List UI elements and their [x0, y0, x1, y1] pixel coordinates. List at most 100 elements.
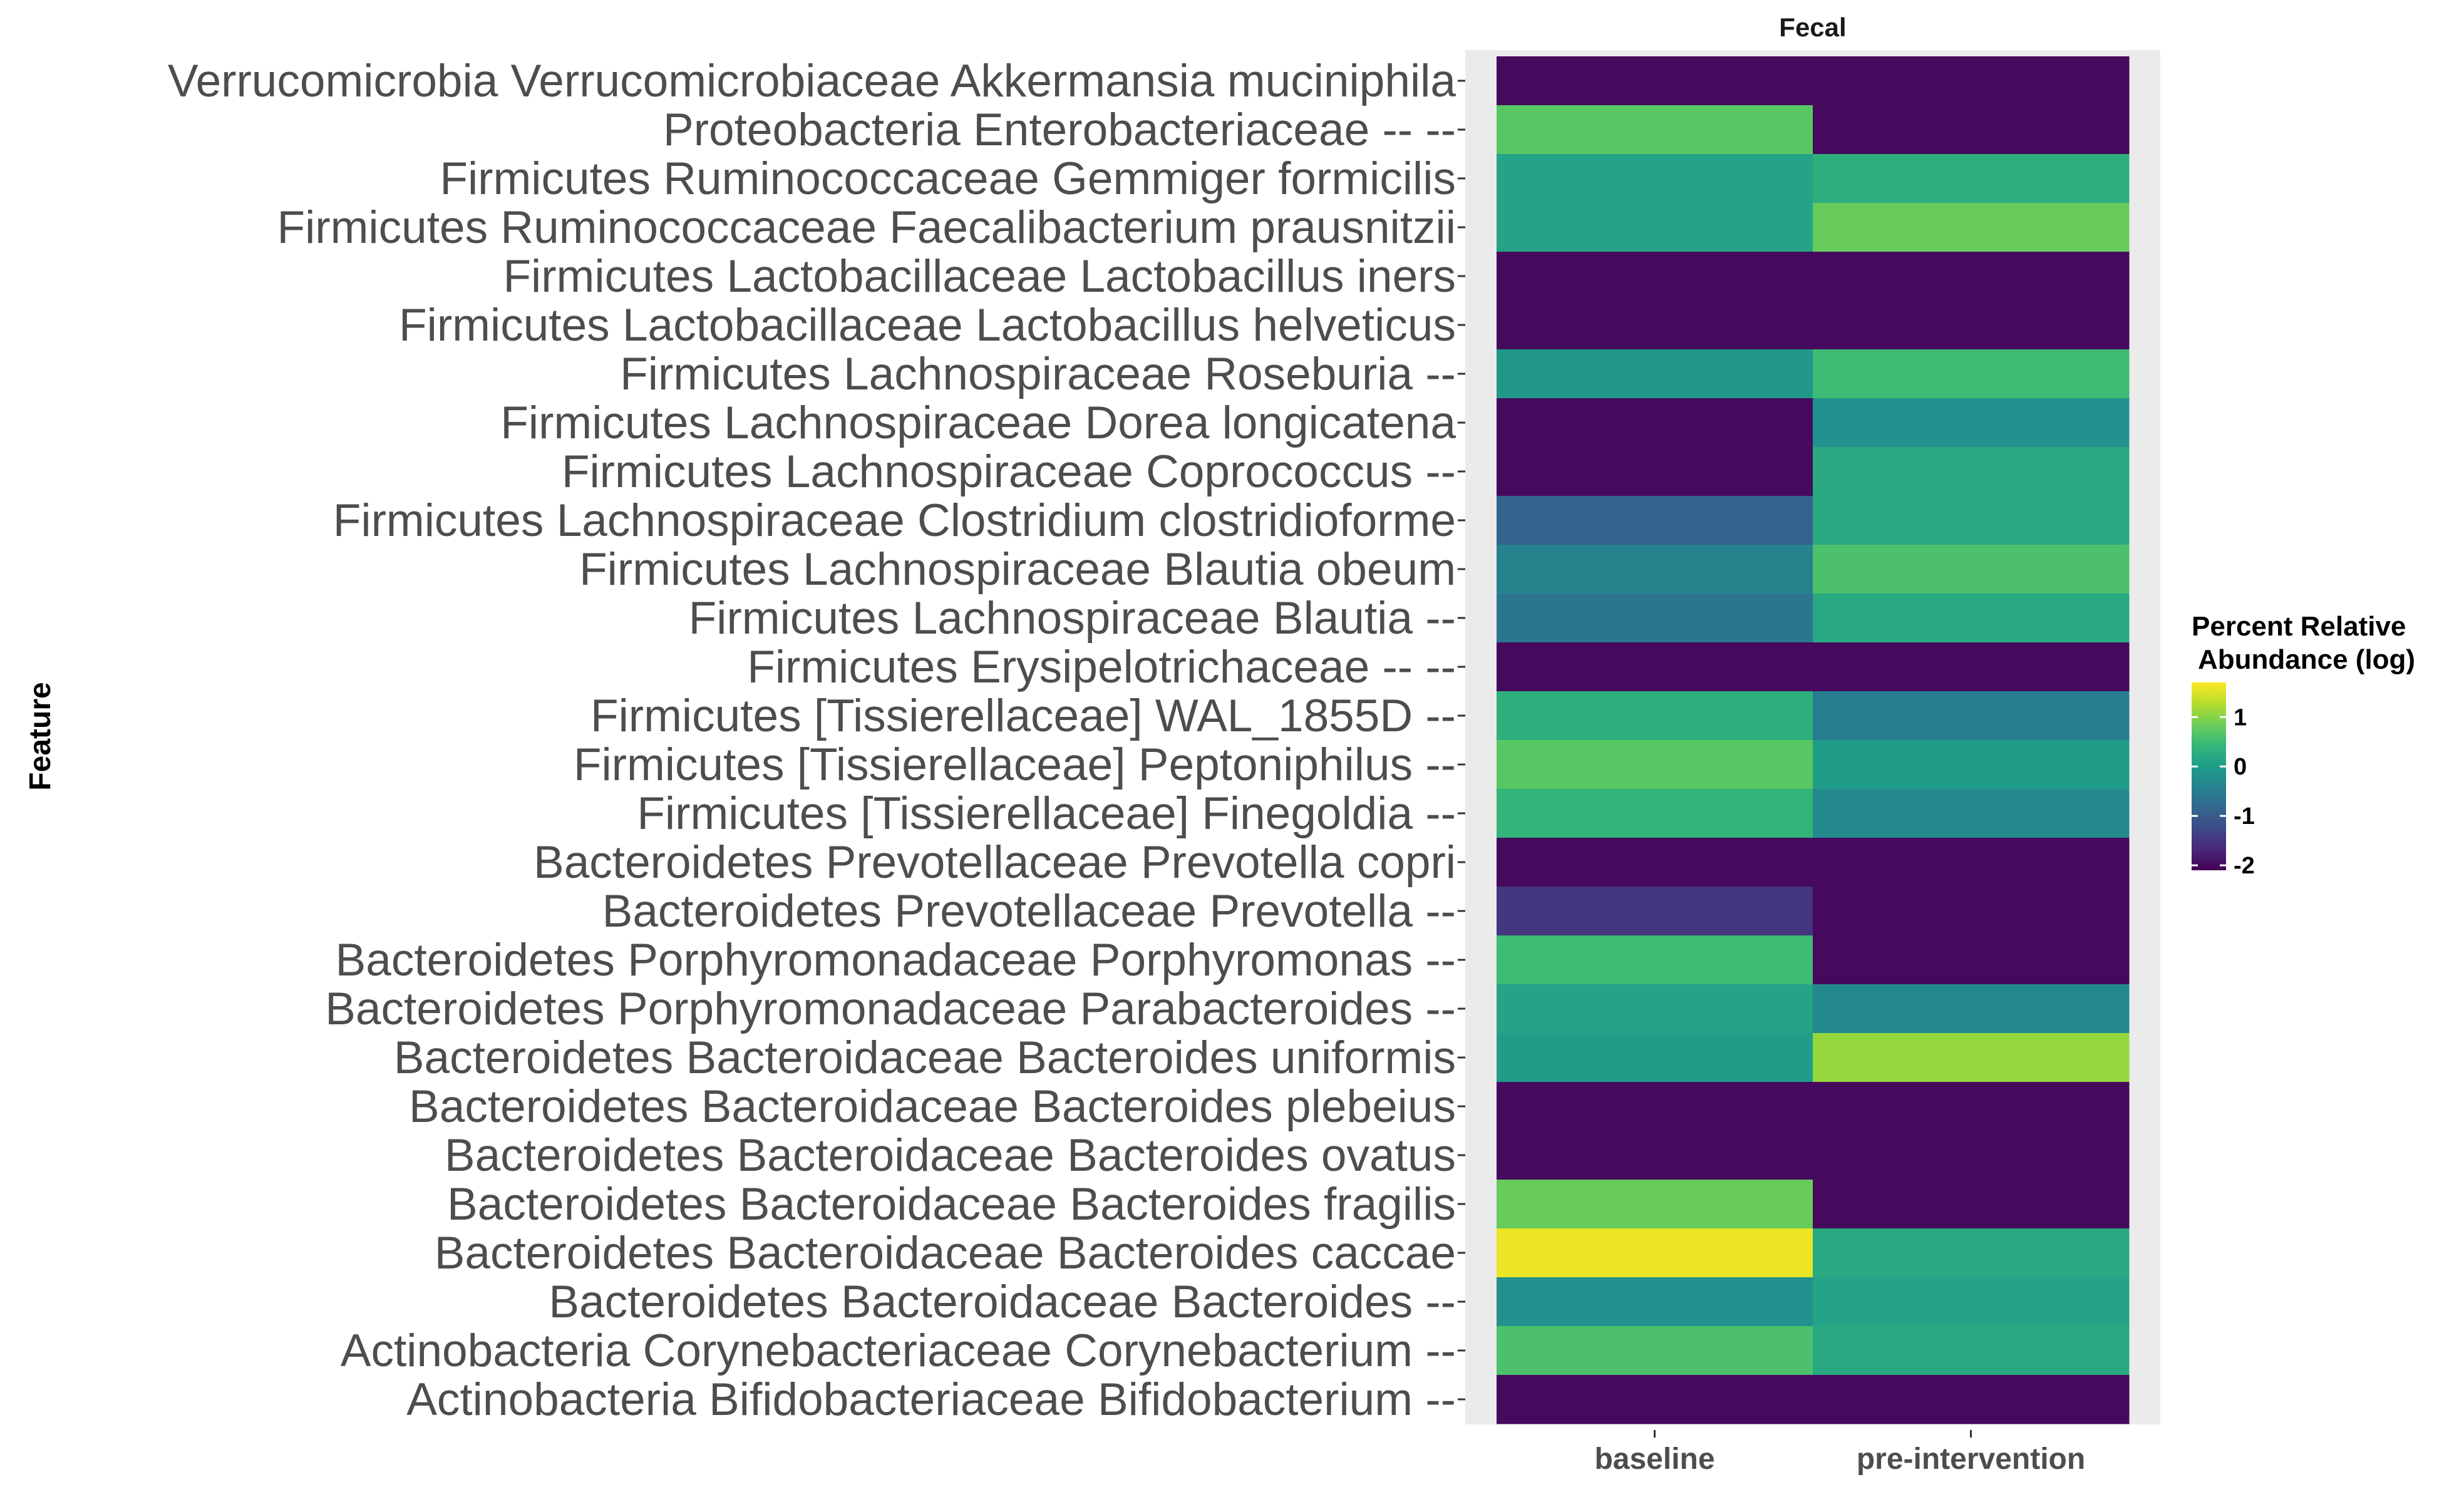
row-label: Bacteroidetes Porphyromonadaceae Porphyr… [336, 935, 1456, 985]
heatmap-cell [1813, 887, 2130, 936]
heatmap-cell [1813, 1180, 2130, 1229]
heatmap-cell [1813, 349, 2130, 399]
row-label: Firmicutes Lactobacillaceae Lactobacillu… [503, 251, 1456, 302]
heatmap-cell [1813, 691, 2130, 741]
heatmap-cell [1813, 740, 2130, 790]
row-label: Actinobacteria Bifidobacteriaceae Bifido… [406, 1374, 1456, 1425]
heatmap-cell [1497, 301, 1813, 350]
legend: Percent Relative Abundance (log) 1 0 -1 -2 [2192, 611, 2415, 879]
heatmap-cell [1497, 1033, 1813, 1083]
row-label: Firmicutes [Tissierellaceae] Peptoniphil… [574, 739, 1456, 790]
heatmap-cell [1497, 740, 1813, 790]
facet-strip-background [1465, 0, 2160, 50]
heatmap-cell [1497, 1082, 1813, 1131]
row-label: Firmicutes Lachnospiraceae Blautia -- [689, 593, 1456, 644]
heatmap-cell [1813, 789, 2130, 838]
heatmap-cell [1813, 935, 2130, 985]
heatmap-cell [1813, 1277, 2130, 1327]
heatmap-cell [1497, 838, 1813, 887]
legend-colorbar [2192, 682, 2226, 870]
legend-tick-label: 0 [2234, 754, 2247, 780]
heatmap-cell [1497, 545, 1813, 594]
row-label: Bacteroidetes Prevotellaceae Prevotella … [602, 886, 1456, 937]
row-label: Bacteroidetes Prevotellaceae Prevotella … [534, 837, 1456, 888]
heatmap-cell [1497, 447, 1813, 497]
legend-title-line2: Abundance (log) [2198, 644, 2415, 675]
heatmap-cell [1497, 935, 1813, 985]
heatmap-cell [1813, 984, 2130, 1034]
heatmap-cell [1813, 56, 2130, 106]
row-label: Firmicutes Lachnospiraceae Clostridium c… [333, 495, 1456, 546]
heatmap-cell [1813, 301, 2130, 350]
heatmap-cell [1497, 105, 1813, 155]
heatmap-cell [1813, 1326, 2130, 1376]
heatmap-cell [1497, 349, 1813, 399]
heatmap-cell [1813, 496, 2130, 545]
heatmap-cell [1497, 887, 1813, 936]
row-label: Bacteroidetes Bacteroidaceae Bacteroides… [445, 1130, 1456, 1181]
heatmap-cell [1497, 691, 1813, 741]
heatmap-cell [1813, 594, 2130, 643]
heatmap-cell [1813, 447, 2130, 497]
column-labels: baseline pre-intervention [1594, 1430, 2085, 1476]
heatmap-cell [1497, 398, 1813, 448]
heatmap-cell [1813, 1228, 2130, 1278]
row-label: Firmicutes Lactobacillaceae Lactobacillu… [399, 300, 1456, 351]
heatmap-cell [1497, 1375, 1813, 1424]
row-label: Verrucomicrobia Verrucomicrobiaceae Akke… [168, 56, 1456, 106]
legend-tick-label: -2 [2234, 853, 2255, 879]
row-label: Firmicutes Lachnospiraceae Dorea longica… [500, 398, 1456, 448]
heatmap-cell [1813, 1033, 2130, 1083]
row-labels: Verrucomicrobia Verrucomicrobiaceae Akke… [168, 56, 1465, 1425]
y-axis-title: Feature [24, 682, 57, 790]
legend-tick-label: 1 [2234, 704, 2247, 731]
row-label: Firmicutes Ruminococcaceae Gemmiger form… [440, 153, 1456, 204]
row-label: Proteobacteria Enterobacteriaceae -- -- [663, 105, 1456, 155]
heatmap-cell [1813, 105, 2130, 155]
heatmap-cell [1497, 154, 1813, 203]
row-label: Actinobacteria Corynebacteriaceae Coryne… [341, 1325, 1456, 1376]
row-label: Firmicutes Lachnospiraceae Roseburia -- [620, 349, 1456, 399]
row-label: Bacteroidetes Bacteroidaceae Bacteroides… [394, 1032, 1456, 1083]
legend-tick-label: -1 [2234, 803, 2255, 830]
legend-ticks: 1 0 -1 -2 [2192, 704, 2255, 879]
legend-title-line1: Percent Relative [2192, 611, 2406, 642]
heatmap-cell [1813, 545, 2130, 594]
row-label: Firmicutes Ruminococcaceae Faecalibacter… [277, 202, 1456, 253]
row-label: Bacteroidetes Bacteroidaceae Bacteroides… [435, 1228, 1456, 1279]
row-label: Firmicutes [Tissierellaceae] WAL_1855D -… [590, 691, 1456, 741]
heatmap-cell [1497, 1228, 1813, 1278]
row-label: Firmicutes Lachnospiraceae Blautia obeum [579, 544, 1456, 595]
heatmap-cell [1813, 1131, 2130, 1180]
heatmap-cell [1497, 252, 1813, 301]
facet-title: Fecal [1779, 13, 1846, 42]
heatmap-cell [1497, 1131, 1813, 1180]
heatmap-cell [1497, 1326, 1813, 1376]
row-label: Firmicutes [Tissierellaceae] Finegoldia … [637, 788, 1456, 839]
heatmap-cell [1497, 642, 1813, 692]
row-label: Bacteroidetes Bacteroidaceae Bacteroides… [549, 1277, 1456, 1327]
heatmap-cell [1497, 203, 1813, 252]
heatmap-cell [1813, 642, 2130, 692]
heatmap-cell [1813, 154, 2130, 203]
heatmap-cell [1813, 1375, 2130, 1424]
row-label: Firmicutes Erysipelotrichaceae -- -- [747, 642, 1456, 692]
heatmap-cell [1497, 789, 1813, 838]
heatmap-cell [1813, 398, 2130, 448]
heatmap-cell [1497, 1180, 1813, 1229]
column-label: baseline [1594, 1443, 1714, 1476]
heatmap-cell [1497, 1277, 1813, 1327]
heatmap-cell [1813, 838, 2130, 887]
row-label: Bacteroidetes Porphyromonadaceae Parabac… [325, 984, 1456, 1034]
row-label: Bacteroidetes Bacteroidaceae Bacteroides… [447, 1179, 1456, 1230]
heatmap-cell [1497, 594, 1813, 643]
heatmap-cell [1497, 56, 1813, 106]
row-label: Bacteroidetes Bacteroidaceae Bacteroides… [409, 1081, 1456, 1132]
row-label: Firmicutes Lachnospiraceae Coprococcus -… [562, 446, 1456, 497]
heatmap-cell [1497, 984, 1813, 1034]
heatmap-cell [1813, 1082, 2130, 1131]
heatmap-cell [1497, 496, 1813, 545]
column-label: pre-intervention [1857, 1443, 2085, 1476]
heatmap-cells [1497, 56, 2130, 1424]
